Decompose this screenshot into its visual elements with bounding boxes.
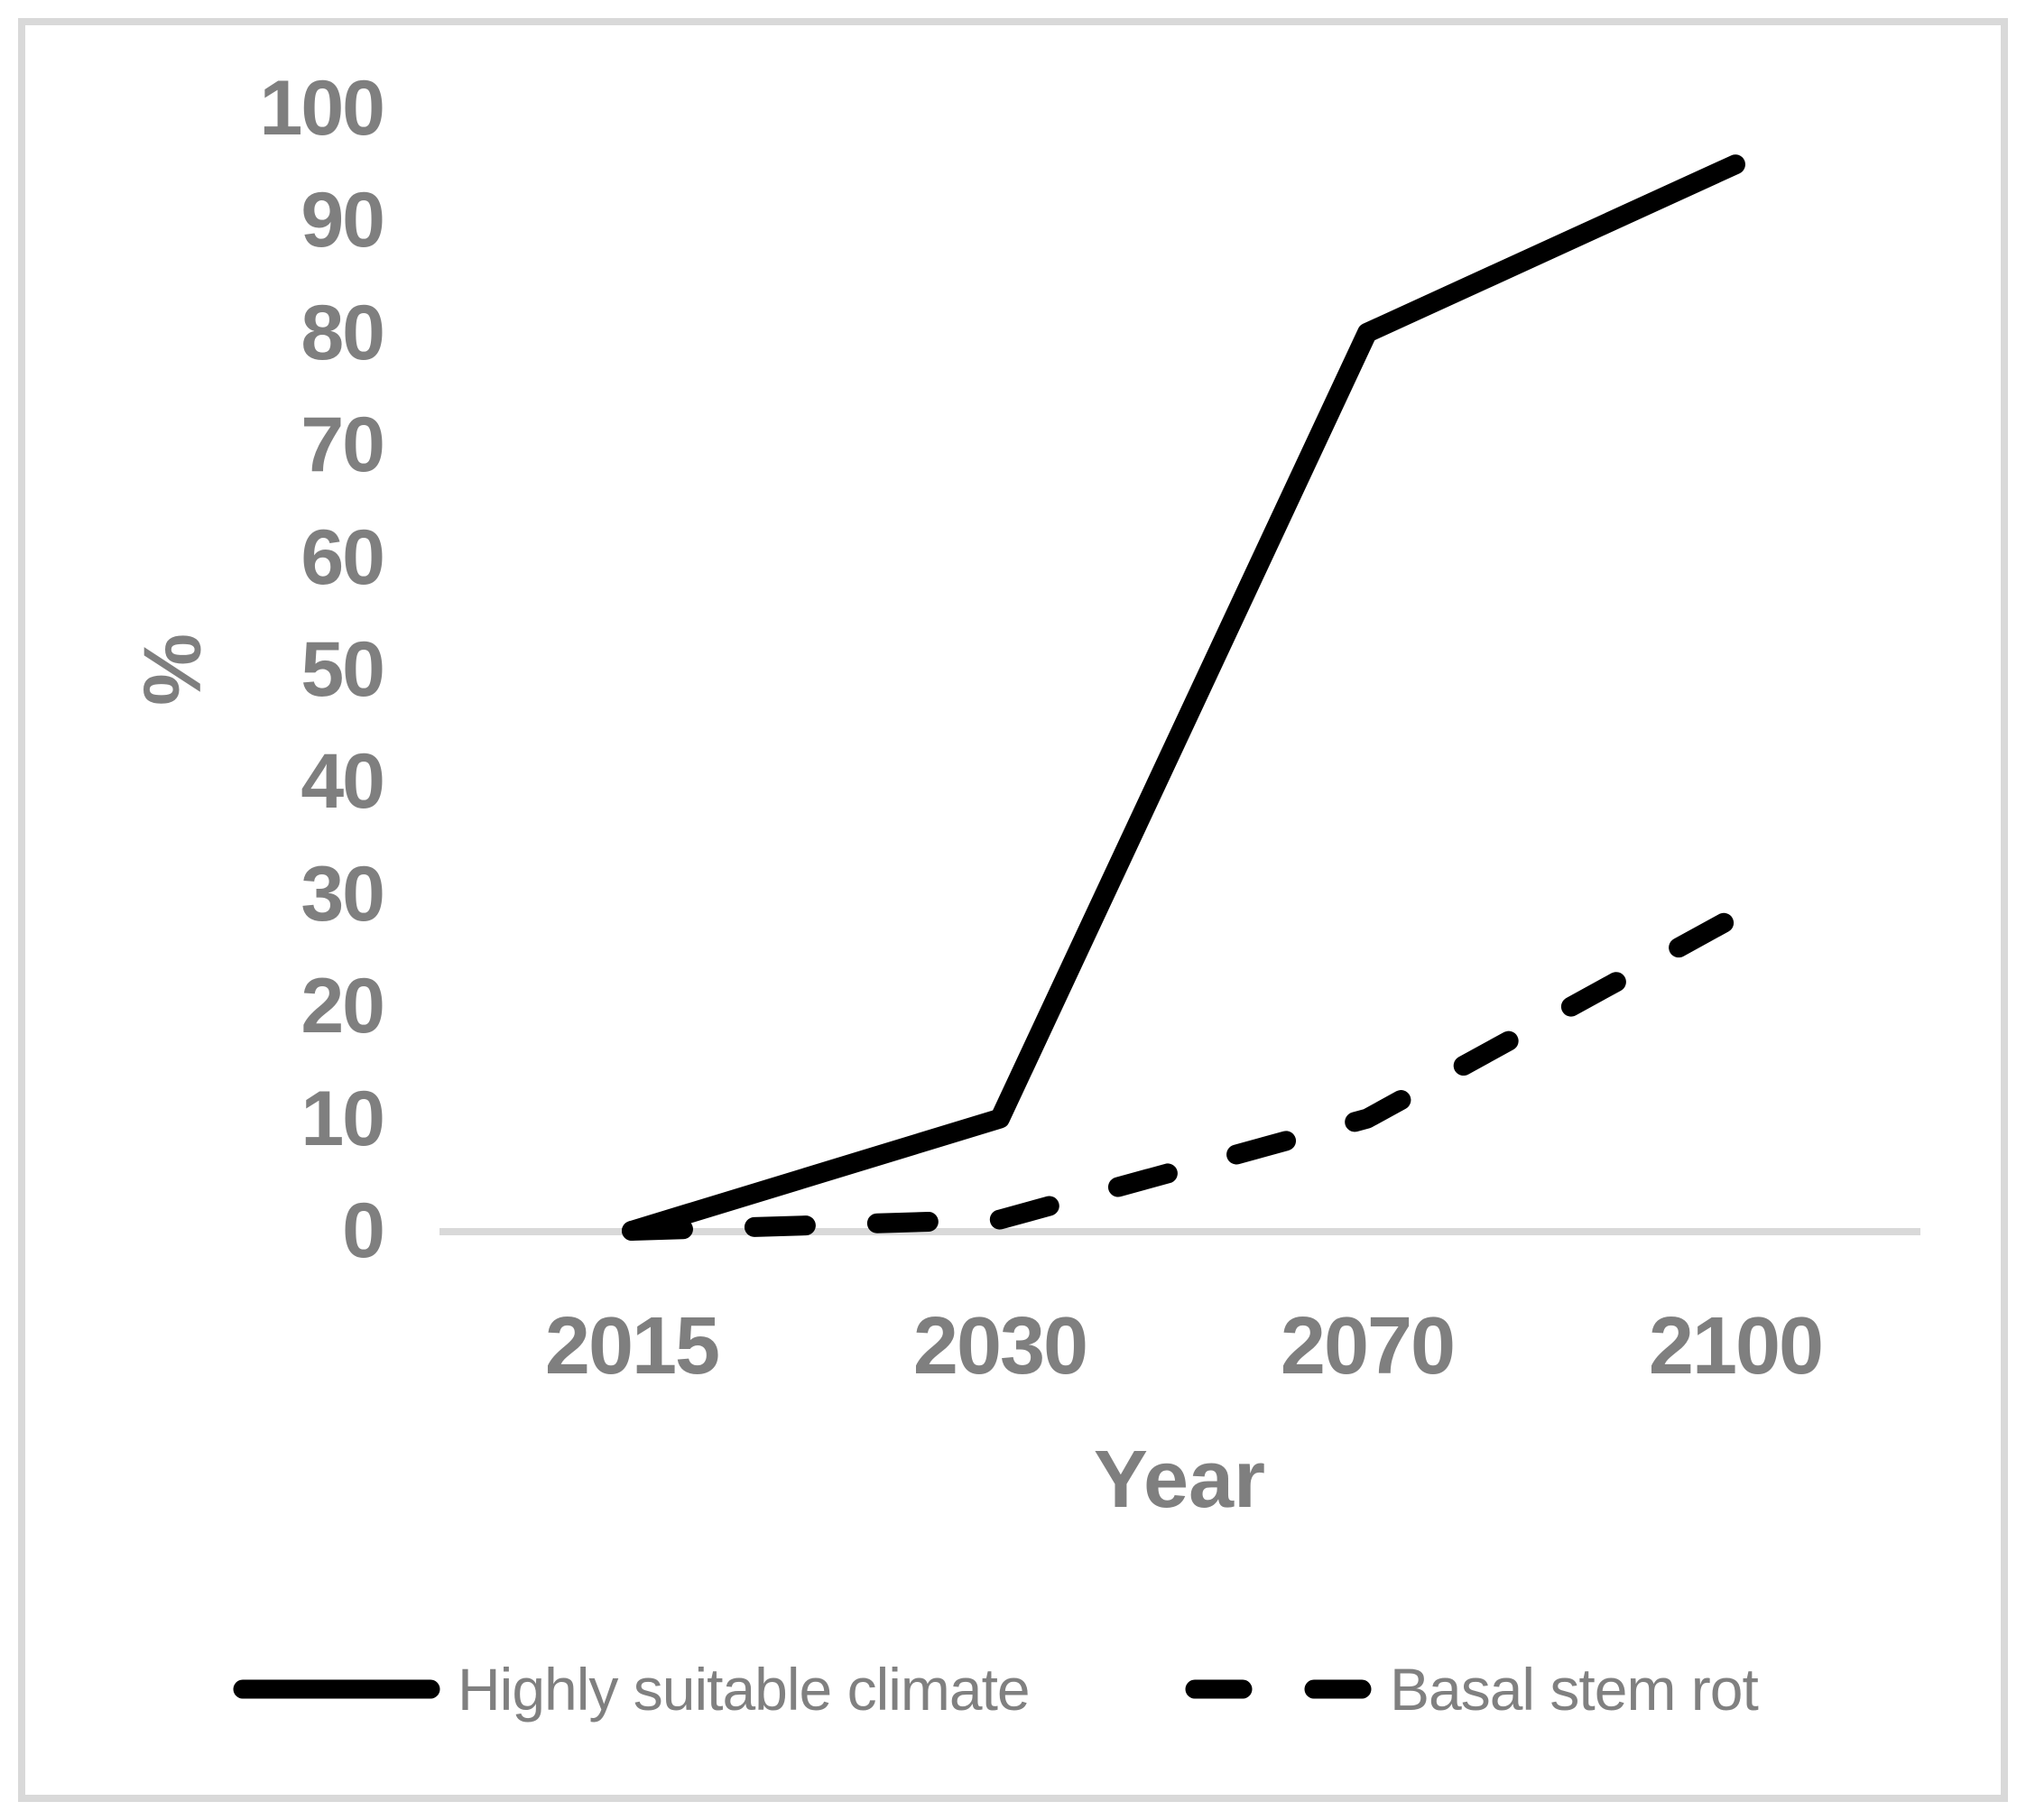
- y-tick-label: 80: [301, 289, 385, 376]
- legend-item-highly-suitable-climate: Highly suitable climate: [233, 1655, 1031, 1723]
- dashed-line-swatch: [1185, 1679, 1372, 1699]
- y-tick-label: 40: [301, 738, 385, 826]
- series-line-highly-suitable-climate: [622, 154, 1745, 1241]
- y-tick-label: 90: [301, 177, 385, 264]
- y-tick-label: 100: [259, 65, 386, 152]
- chart-frame-border: [18, 18, 2008, 1802]
- y-axis-title: %: [128, 633, 218, 707]
- y-tick-label: 70: [301, 402, 385, 489]
- x-axis-title: Year: [1093, 1435, 1266, 1525]
- y-tick-label: 50: [301, 626, 385, 713]
- solid-line-swatch: [233, 1679, 440, 1699]
- x-tick-label: 2070: [1280, 1301, 1456, 1391]
- y-tick-label: 20: [301, 963, 385, 1050]
- legend-item-basal-stem-rot: Basal stem rot: [1185, 1655, 1759, 1723]
- y-tick-label: 0: [342, 1187, 385, 1274]
- legend-label: Basal stem rot: [1390, 1656, 1759, 1723]
- x-tick-label: 2030: [912, 1301, 1088, 1391]
- x-tick-label: 2015: [544, 1301, 720, 1391]
- legend-label: Highly suitable climate: [458, 1656, 1031, 1723]
- x-tick-label: 2100: [1648, 1301, 1824, 1391]
- y-tick-label: 10: [301, 1075, 385, 1162]
- y-tick-label: 30: [301, 850, 385, 938]
- y-tick-label: 60: [301, 513, 385, 601]
